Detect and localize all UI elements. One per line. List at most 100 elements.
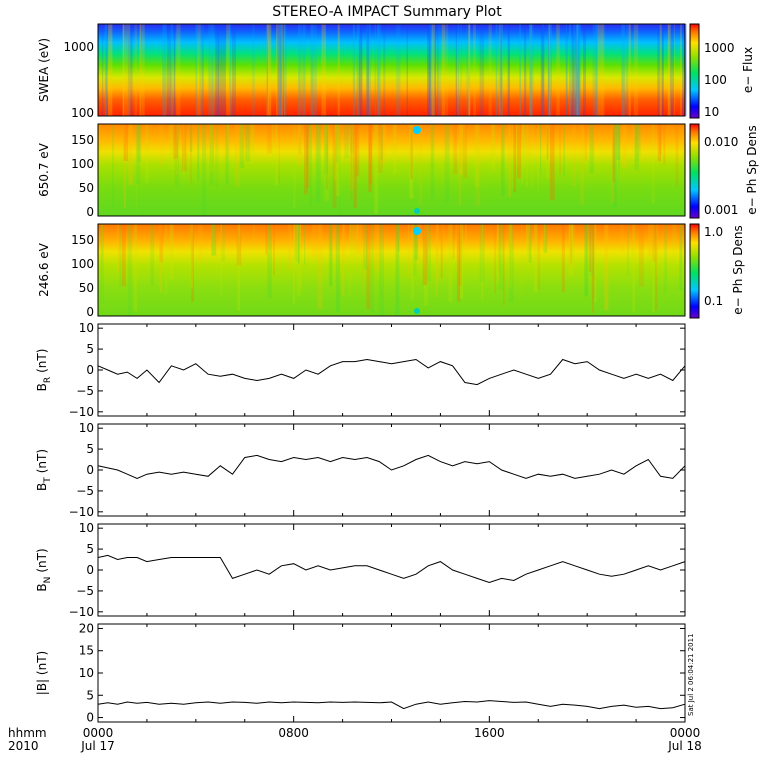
br-ytick-label: −10 bbox=[69, 405, 94, 419]
swea-stripes-texture bbox=[122, 24, 125, 116]
pad246-stripes-texture bbox=[440, 224, 443, 279]
swea-stripes-texture bbox=[283, 24, 287, 116]
x-date-label: Jul 18 bbox=[667, 739, 702, 753]
swea-stripes-texture bbox=[302, 24, 306, 116]
swea-stripes-texture bbox=[667, 24, 670, 116]
pad246-stripes-texture bbox=[632, 224, 635, 313]
pad650-stripes-texture bbox=[123, 124, 126, 209]
swea-stripes-texture bbox=[231, 24, 236, 116]
pad650-stripes-texture bbox=[618, 124, 620, 186]
pad246-stripes-texture bbox=[237, 224, 241, 311]
pad246-stripes-texture bbox=[415, 224, 419, 261]
swea-stripes-texture bbox=[395, 24, 401, 116]
swea-stripes-texture bbox=[208, 24, 214, 116]
pad246-stripes-texture bbox=[498, 224, 501, 275]
swea-stripes-texture bbox=[374, 24, 377, 116]
swea-stripes-texture bbox=[575, 24, 580, 116]
br-ytick-label: 5 bbox=[86, 342, 94, 356]
swea-stripes-texture bbox=[122, 24, 127, 116]
pad650-stripes-texture bbox=[335, 124, 339, 164]
pad650-stripes-texture bbox=[675, 124, 679, 187]
pad246-stripes-texture bbox=[267, 224, 272, 298]
swea-stripes-texture bbox=[628, 24, 631, 116]
pad650-stripes-texture bbox=[275, 124, 278, 186]
pad246-stripes-texture bbox=[534, 224, 538, 293]
swea-ytick: 100 bbox=[71, 106, 94, 120]
colorbar-swea-tick: 10 bbox=[704, 105, 719, 119]
x-tick-label: 0000 bbox=[83, 726, 114, 740]
pad246-stripes-texture bbox=[220, 224, 223, 295]
br-ylabel: BR (nT) bbox=[35, 349, 53, 392]
pad246-stripes-texture bbox=[238, 224, 241, 254]
pad650-stripes-texture bbox=[453, 124, 458, 175]
pad246-stripes-texture bbox=[664, 224, 668, 293]
bt-ticks: 10 5 0 −5 −10 bbox=[69, 421, 686, 519]
pad246-stripes-texture bbox=[342, 224, 345, 296]
pad246-stripes-texture bbox=[452, 224, 455, 259]
pad650-stripes-texture bbox=[657, 124, 662, 162]
bmag-ytick-label: 20 bbox=[79, 621, 94, 635]
pad650-stripes-texture bbox=[491, 124, 496, 171]
pad246-stripes-texture bbox=[435, 224, 438, 298]
pad650-stripes-texture bbox=[182, 124, 187, 172]
pad650-stripes-texture bbox=[350, 124, 353, 200]
swea-stripes-texture bbox=[468, 24, 471, 116]
pad650-stripes-texture bbox=[323, 124, 328, 174]
pad650-stripes-texture bbox=[197, 124, 200, 182]
pad246-stripes-texture bbox=[654, 224, 658, 311]
pad650-stripes-texture bbox=[513, 124, 517, 193]
swea-stripes-texture bbox=[134, 24, 138, 116]
pad246-stripes-texture bbox=[458, 224, 462, 287]
pad246-stripes-texture bbox=[100, 224, 104, 304]
swea-stripes-texture bbox=[299, 24, 303, 116]
x-caption-year: 2010 bbox=[8, 739, 39, 753]
br-ytick-label: 10 bbox=[79, 321, 94, 335]
panel-bt: 10 5 0 −5 −10 BT (nT) bbox=[35, 421, 686, 519]
pad650-stripes-texture bbox=[374, 124, 379, 214]
pad246-stripes-texture bbox=[332, 224, 337, 260]
colorbar-swea-tick: 1000 bbox=[704, 41, 735, 55]
pad650-stripes-texture bbox=[525, 124, 529, 187]
swea-stripes-texture bbox=[473, 24, 476, 116]
br-ticks: 10 5 0 −5 −10 bbox=[69, 321, 686, 419]
pad246-stripes-texture bbox=[521, 224, 523, 296]
swea-stripes-texture bbox=[523, 24, 527, 116]
pad246-stripes-texture bbox=[509, 224, 512, 256]
bn-frame bbox=[97, 523, 686, 617]
pad246-stripes-texture bbox=[591, 224, 594, 313]
pad246-stripes-texture bbox=[330, 224, 333, 287]
pad650-stripes-texture bbox=[234, 124, 237, 179]
swea-stripes-texture bbox=[337, 24, 341, 116]
bt-ytick-label: −5 bbox=[76, 484, 94, 498]
pad650-stripes-texture bbox=[293, 124, 296, 209]
pad246-stripes-texture bbox=[656, 224, 658, 275]
bmag-series-line bbox=[97, 700, 686, 710]
bn-ytick-label: −10 bbox=[69, 605, 94, 619]
pad650-stripes-texture bbox=[639, 124, 641, 156]
pad246-stripes-texture bbox=[494, 224, 497, 294]
pad650-stripes-texture bbox=[305, 124, 310, 165]
pad650-stripes-texture bbox=[651, 124, 655, 204]
pad246-stripes-texture bbox=[236, 224, 242, 266]
pad650-stripes-texture bbox=[350, 124, 354, 191]
pad650-stripes-texture bbox=[324, 124, 329, 201]
swea-stripes-texture bbox=[211, 24, 216, 116]
swea-stripes-texture bbox=[215, 24, 219, 116]
bmag-ylabel: |B| (nT) bbox=[35, 651, 49, 695]
pad246-spot bbox=[413, 227, 421, 235]
swea-stripes-texture bbox=[548, 24, 551, 116]
pad246-stripes-texture bbox=[423, 224, 429, 306]
swea-stripes-texture bbox=[139, 24, 142, 116]
swea-stripes-texture bbox=[519, 24, 521, 116]
swea-ylabel: SWEA (eV) bbox=[37, 38, 51, 102]
swea-stripes-texture bbox=[457, 24, 459, 116]
swea-stripes-texture bbox=[556, 24, 560, 116]
pad246-stripes-texture bbox=[288, 224, 292, 271]
swea-stripes-texture bbox=[266, 24, 269, 116]
swea-stripes-texture bbox=[444, 24, 449, 116]
pad246-stripes-texture bbox=[312, 224, 318, 258]
pad246-stripes-texture bbox=[503, 224, 505, 307]
pad650-stripes-texture bbox=[297, 124, 302, 166]
bmag-ytick-label: 15 bbox=[79, 644, 94, 658]
